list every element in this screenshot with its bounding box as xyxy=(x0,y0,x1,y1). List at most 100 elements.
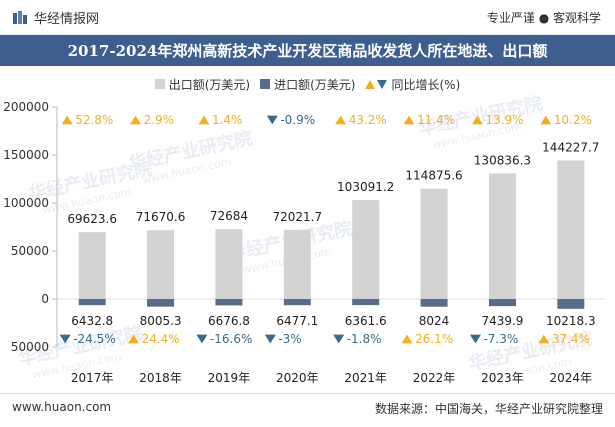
export-bar xyxy=(557,160,585,299)
export-bar xyxy=(283,229,311,299)
footer-divider xyxy=(0,393,615,394)
import-value-label: 6477.1 xyxy=(276,314,318,328)
y-tick-label: 150000 xyxy=(3,148,49,162)
export-growth-label: 52.8% xyxy=(75,113,113,127)
export-bar xyxy=(352,200,380,299)
export-growth-label: 43.2% xyxy=(349,113,387,127)
import-growth-label: -1.8% xyxy=(347,332,382,346)
tagline: 专业严谨 ● 客观科学 xyxy=(486,11,601,25)
footer-url: www.huaon.com xyxy=(12,400,112,414)
import-bar xyxy=(352,299,380,306)
import-bar xyxy=(283,299,311,306)
growth-up-triangle-icon xyxy=(130,115,142,125)
growth-down-triangle-icon xyxy=(264,334,276,344)
value-labels: 69623.6 6432.8 52.8% -24.5% 2017年 71670.6 8005… xyxy=(59,113,599,385)
x-tick-label: 2023年 xyxy=(481,371,524,385)
import-bar xyxy=(420,299,448,307)
brand-name: 华经情报网 xyxy=(34,12,100,27)
growth-down-triangle-icon xyxy=(59,334,71,344)
legend-swatch-import xyxy=(260,79,271,89)
y-tick-label: 50000 xyxy=(11,340,49,354)
import-value-label: 6432.8 xyxy=(71,314,113,328)
x-tick-label: 2019年 xyxy=(208,371,251,385)
export-value-label: 103091.2 xyxy=(337,180,394,194)
legend-swatch-export xyxy=(154,79,165,89)
y-tick-label: 50000 xyxy=(11,244,49,258)
import-bar xyxy=(215,299,243,306)
legend-label-import: 进口额(万美元) xyxy=(274,77,356,92)
legend-item-growth: 同比增长(%) xyxy=(365,76,460,93)
import-value-label: 8024 xyxy=(419,314,450,328)
import-growth-label: 26.1% xyxy=(415,332,453,346)
y-tick-label: 0 xyxy=(41,292,49,306)
growth-down-triangle-icon xyxy=(469,334,481,344)
x-tick-label: 2024年 xyxy=(550,371,593,385)
import-growth-label: -7.3% xyxy=(483,332,518,346)
growth-down-triangle-icon xyxy=(196,334,208,344)
import-value-label: 10218.3 xyxy=(546,314,596,328)
export-value-label: 71670.6 xyxy=(136,210,186,224)
export-value-label: 114875.6 xyxy=(405,169,462,183)
import-bar xyxy=(78,299,106,306)
growth-down-triangle-icon xyxy=(333,334,345,344)
footer-source: 数据来源：中国海关，华经产业研究院整理 xyxy=(374,402,603,416)
growth-up-triangle-icon xyxy=(128,334,140,344)
import-growth-label: -3% xyxy=(278,332,301,346)
legend-up-triangle-icon xyxy=(365,79,376,89)
growth-up-triangle-icon xyxy=(401,334,413,344)
legend-label-export: 出口额(万美元) xyxy=(168,77,251,92)
brand-logo-icon xyxy=(13,10,27,24)
legend-down-triangle-icon xyxy=(377,79,388,89)
growth-down-triangle-icon xyxy=(266,115,278,125)
export-value-label: 69623.6 xyxy=(67,212,117,226)
export-growth-label: -0.9% xyxy=(280,113,315,127)
import-growth-label: 37.4% xyxy=(552,332,590,346)
legend-label-growth: 同比增长(%) xyxy=(391,77,461,92)
import-bar xyxy=(488,299,516,307)
x-tick-label: 2020年 xyxy=(276,371,319,385)
y-tick-label: 100000 xyxy=(3,196,49,210)
growth-up-triangle-icon xyxy=(538,334,550,344)
import-value-label: 8005.3 xyxy=(140,314,182,328)
export-value-label: 72684 xyxy=(210,209,248,223)
import-bar xyxy=(147,299,175,307)
export-growth-label: 1.4% xyxy=(212,113,243,127)
growth-up-triangle-icon xyxy=(61,115,73,125)
x-tick-label: 2021年 xyxy=(344,371,387,385)
chart-title: 2017-2024年郑州高新技术产业开发区商品收发货人所在地进、出口额 xyxy=(67,42,548,60)
import-growth-label: -24.5% xyxy=(73,332,115,346)
export-value-label: 72021.7 xyxy=(273,210,323,224)
export-bar xyxy=(488,173,516,299)
export-growth-label: 11.4% xyxy=(417,113,455,127)
growth-up-triangle-icon xyxy=(403,115,415,125)
top-bar: 华经情报网 专业严谨 ● 客观科学 xyxy=(0,0,615,35)
legend-item-export: 出口额(万美元) xyxy=(154,76,251,93)
bars xyxy=(78,160,585,309)
x-tick-label: 2017年 xyxy=(71,371,114,385)
import-value-label: 6361.6 xyxy=(345,314,387,328)
import-growth-label: 24.4% xyxy=(142,332,180,346)
growth-up-triangle-icon xyxy=(471,115,483,125)
export-bar xyxy=(78,232,106,299)
export-growth-label: 2.9% xyxy=(144,113,175,127)
x-tick-label: 2018年 xyxy=(139,371,182,385)
export-bar xyxy=(147,230,175,299)
import-bar xyxy=(557,299,585,309)
export-growth-label: 13.9% xyxy=(485,113,523,127)
export-bar xyxy=(420,188,448,299)
export-growth-label: 10.2% xyxy=(554,113,592,127)
export-value-label: 130836.3 xyxy=(474,153,531,167)
title-bar: 2017-2024年郑州高新技术产业开发区商品收发货人所在地进、出口额 xyxy=(0,35,615,66)
brand: 华经情报网 xyxy=(12,8,99,27)
import-value-label: 6676.8 xyxy=(208,314,250,328)
chart-legend: 出口额(万美元) 进口额(万美元) 同比增长(%) xyxy=(0,74,615,94)
import-growth-label: -16.6% xyxy=(210,332,252,346)
growth-up-triangle-icon xyxy=(198,115,210,125)
export-value-label: 144227.7 xyxy=(542,141,599,155)
import-value-label: 7439.9 xyxy=(481,314,523,328)
y-tick-label: 200000 xyxy=(3,100,49,114)
growth-up-triangle-icon xyxy=(335,115,347,125)
x-tick-label: 2022年 xyxy=(413,371,456,385)
